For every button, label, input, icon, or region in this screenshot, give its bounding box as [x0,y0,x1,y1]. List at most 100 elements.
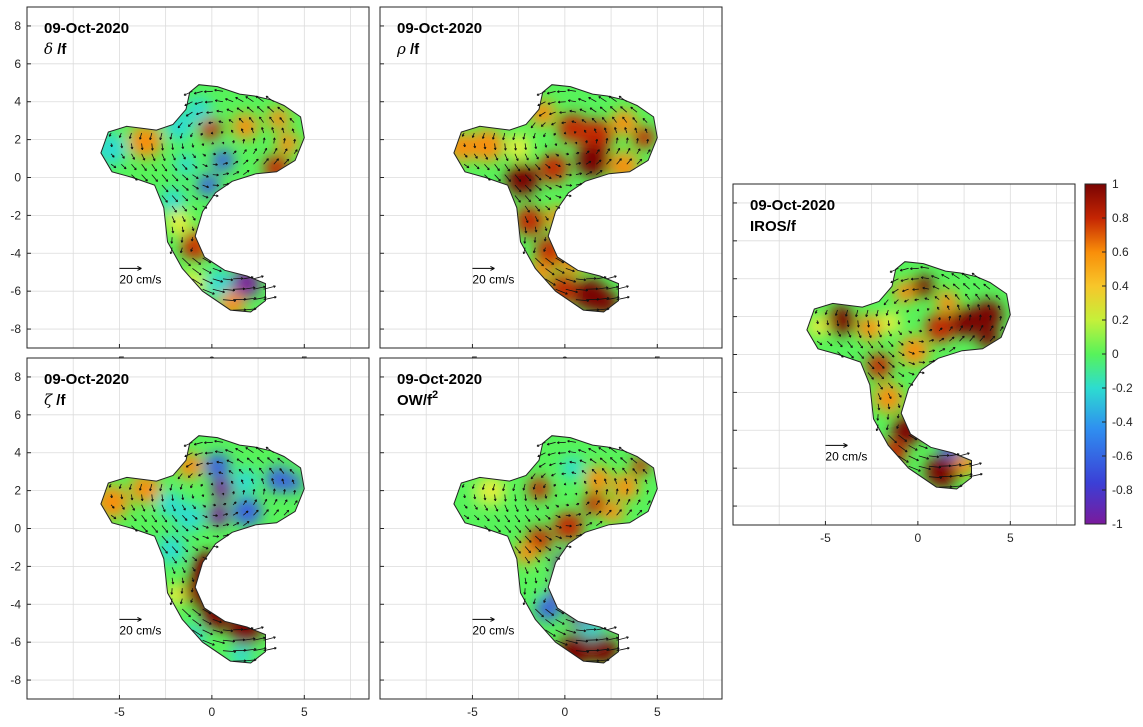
vector-arrow [159,483,163,491]
vector-arrow-head [900,384,904,388]
vector-arrow-head [598,96,601,99]
vector-arrow-head [896,311,899,315]
vector-arrow-head [569,524,572,528]
vector-arrow-head [169,602,173,606]
vector-arrow-head [256,158,259,162]
vector-arrow-head [958,463,962,467]
vector-arrow [182,257,191,267]
vector-arrow-head [210,482,214,486]
vector-arrow [555,629,566,635]
vector-arrow-head [926,308,930,311]
vector-arrow [222,288,235,291]
vector-arrow-head [571,120,575,124]
vector-arrow [591,118,597,123]
vector-arrow [171,525,179,533]
vector-arrow-head [185,464,189,468]
vector-arrow [131,525,138,532]
x-tick-label: -5 [820,531,831,545]
vector-arrow-head [925,446,928,450]
vector-arrow [969,325,974,332]
vector-arrow-head [122,507,125,510]
vector-arrow [202,535,209,539]
vector-arrow-head [522,137,526,140]
vector-arrow-head [589,107,593,111]
vector-arrow [139,132,143,140]
vector-arrow [575,183,583,186]
vector-arrow-head [159,488,163,492]
vector-arrow-head [183,156,186,160]
vector-arrow-head [557,206,561,209]
vector-arrow [555,535,562,539]
vector-arrow [857,320,859,328]
vector-arrow-head [240,128,244,131]
vector-arrow-head [295,500,298,503]
y-tick-label: -2 [10,559,21,573]
vector-arrow-head [471,135,475,138]
vector-arrow-head [272,137,276,141]
vector-arrow-head [1001,326,1004,329]
vector-arrow-head [914,298,917,302]
vector-arrow [182,195,189,202]
vector-arrow-head [169,137,173,140]
panel-date: 09-Oct-2020 [397,20,482,37]
vector-arrow-head [579,523,583,527]
vector-arrow-head [559,174,562,178]
vector-arrow [141,504,146,512]
vector-arrow-head [130,497,134,501]
vector-arrow-head [855,314,858,318]
vector-arrow-head [524,147,528,150]
vector-arrow [888,361,895,368]
vector-arrow [202,629,213,635]
field-blob [165,210,192,236]
vector-arrow-head [539,188,542,191]
vector-arrow [877,340,884,348]
vector-arrow-head [235,97,238,100]
vector-arrow [606,647,620,652]
vector-arrow [504,525,511,533]
vector-arrow [271,478,275,485]
vector-arrow-head [848,335,852,338]
vector-arrow [161,546,168,554]
vector-arrow [202,278,213,284]
vector-arrow [177,473,183,480]
vector-arrow-head [216,545,219,549]
vector-arrow-head [495,158,499,161]
vector-arrow-head [561,472,564,476]
vector-arrow-head [177,125,181,129]
vector-arrow-head [614,626,617,629]
vector-arrow [889,267,899,273]
vector-arrow-head [171,147,175,150]
vector-arrow-head [615,488,619,492]
vector-arrow-head [561,611,565,615]
vector-arrow-head [568,514,571,517]
vector-arrow [216,461,224,464]
vector-arrow [161,174,169,182]
vector-arrow-head [997,305,1001,309]
vector-arrow [928,455,939,458]
vector-arrow [622,467,628,474]
vector-arrow [524,577,527,585]
vector-arrow-head [952,283,956,287]
vector-arrow-head [900,342,904,346]
vector-arrow-head [557,451,561,455]
vector-arrow-head [536,156,539,160]
vector-arrow-head [528,199,531,203]
vector-arrow [214,440,224,443]
vector-arrow [273,148,278,155]
vector-arrow-head [221,141,225,145]
vector-arrow [599,457,607,464]
vector-arrow-head [162,509,166,512]
vector-arrow [243,648,257,652]
vector-arrow-head [264,147,268,151]
vector-arrow [965,293,970,300]
vector-arrow [934,296,940,300]
vector-arrow-head [556,153,560,157]
vector-arrow-head [904,439,908,442]
vector-arrow-head [183,444,187,447]
vector-arrow-head [152,509,156,512]
vector-arrow [524,143,527,150]
vector-arrow-head [970,473,973,476]
vector-arrow-head [960,325,963,328]
vector-arrow [596,510,602,516]
vector-arrow-head [610,106,613,109]
